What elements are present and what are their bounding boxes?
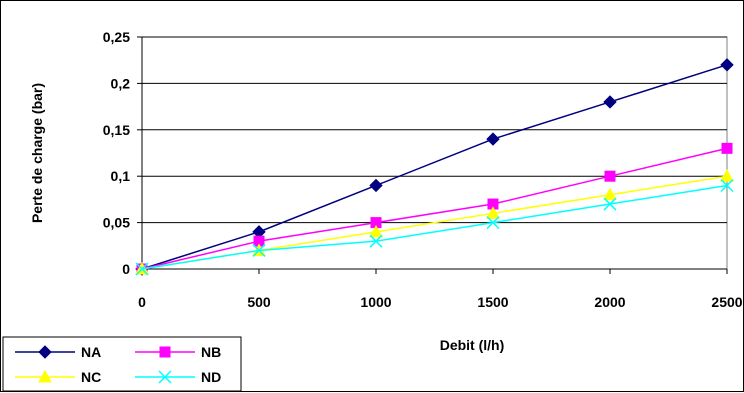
data-point-nb: [721, 142, 733, 154]
y-tick-label: 0,25: [103, 29, 130, 45]
series-line-nb: [141, 147, 728, 270]
data-point-nd: [369, 234, 383, 248]
series-line-na: [141, 64, 728, 270]
data-point-nd: [252, 243, 266, 257]
y-tick-label: 0,15: [103, 122, 130, 138]
data-point-nd-stroke: [720, 178, 734, 193]
series-layer: [135, 58, 734, 276]
data-point-nc: [486, 206, 500, 219]
data-point-nc: [369, 224, 383, 238]
grid-lines: [142, 36, 727, 224]
legend-marker-nd-stroke: [158, 370, 172, 384]
y-axis-title: Perte de charge (bar): [29, 83, 45, 223]
data-point-nd: [486, 216, 500, 230]
y-tick-label: 0: [122, 261, 130, 277]
y-tick-label: 0,05: [103, 215, 130, 231]
data-point-na: [369, 178, 383, 193]
data-point-nd-stroke: [369, 234, 383, 248]
x-tick-label: 500: [247, 294, 271, 310]
legend-marker-na: [38, 345, 52, 359]
data-point-nb: [604, 170, 616, 182]
legend-label-na: NA: [81, 344, 101, 360]
data-point-nc: [603, 187, 617, 201]
x-tick-label: 0: [138, 294, 146, 310]
plot-area: [141, 36, 728, 270]
data-point-nd: [720, 178, 734, 193]
y-tick-label: 0,2: [111, 75, 131, 91]
data-point-nd-stroke: [603, 197, 617, 211]
data-point-nc: [720, 169, 734, 182]
x-tick-label: 1000: [360, 294, 391, 310]
x-tick-label: 1500: [477, 294, 508, 310]
legend-label-nd: ND: [201, 369, 221, 385]
y-tick-label: 0,1: [111, 168, 131, 184]
legend-label-nc: NC: [81, 369, 101, 385]
legend-marker-nb: [159, 346, 171, 358]
data-point-nd: [135, 262, 149, 276]
data-point-na: [720, 58, 734, 72]
x-axis-title: Debit (l/h): [440, 337, 505, 353]
data-point-nd-stroke: [252, 243, 266, 257]
legend-label-nb: NB: [201, 344, 221, 360]
data-point-nd-stroke: [486, 216, 500, 230]
x-tick-label: 2500: [711, 294, 742, 310]
legend-marker-nd: [158, 370, 172, 384]
legend-marker-nc: [38, 369, 52, 383]
data-point-na: [603, 95, 617, 109]
x-tick-label: 2000: [594, 294, 625, 310]
tick-labels: 0 0,05 0,1 0,15 0,2 0,25 0 500 1000 1500 2000 2500: [103, 29, 743, 310]
legend: NA NB NC ND: [2, 336, 242, 392]
series-line-nd: [141, 184, 728, 270]
data-point-nd-stroke: [135, 262, 149, 276]
data-point-nd: [603, 197, 617, 211]
data-point-na: [486, 132, 500, 146]
